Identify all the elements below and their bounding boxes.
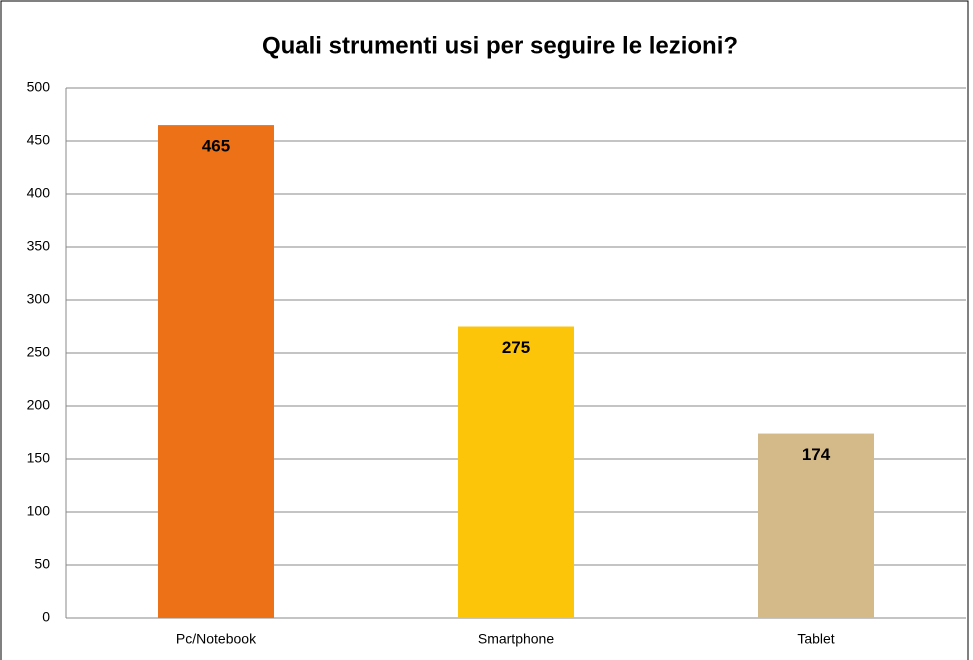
y-tick-label: 300 — [27, 291, 51, 307]
data-label: 275 — [502, 338, 530, 357]
x-tick-label: Pc/Notebook — [176, 631, 257, 647]
data-label: 174 — [802, 445, 831, 464]
y-tick-label: 200 — [27, 397, 51, 413]
chart-title: Quali strumenti usi per seguire le lezio… — [262, 32, 738, 59]
x-tick-label: Smartphone — [478, 631, 554, 647]
bar — [458, 326, 574, 618]
y-tick-label: 500 — [27, 79, 51, 95]
data-label: 465 — [202, 137, 230, 156]
y-tick-label: 400 — [27, 185, 51, 201]
bar — [758, 433, 874, 618]
y-tick-label: 350 — [27, 238, 51, 254]
y-tick-label: 150 — [27, 450, 51, 466]
y-tick-label: 0 — [42, 609, 50, 625]
y-tick-label: 450 — [27, 132, 51, 148]
y-tick-label: 250 — [27, 344, 51, 360]
y-tick-label: 50 — [34, 556, 50, 572]
x-tick-label: Tablet — [797, 631, 834, 647]
y-tick-label: 100 — [27, 503, 51, 519]
bar — [158, 125, 274, 618]
